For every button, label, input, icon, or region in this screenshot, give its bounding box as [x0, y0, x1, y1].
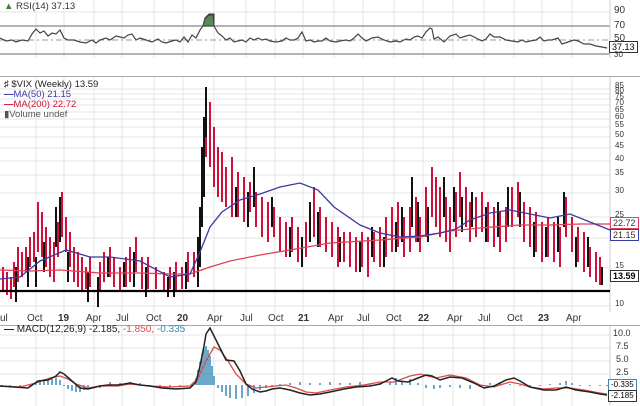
x-label-2019: 19: [58, 313, 70, 324]
macd-panel: — MACD(12,26,9) -2.185, -1.850, -0.335 1…: [0, 325, 640, 406]
x-label-2022: 22: [418, 313, 430, 324]
ma200-value-tag: 22.72: [610, 217, 639, 229]
rsi-tick-90: 90: [614, 5, 626, 16]
ma200-swatch-icon: —: [4, 99, 14, 110]
ma50-swatch-icon: —: [4, 89, 14, 100]
ma50-label: MA(50) 21.15: [13, 89, 72, 100]
rsi-tick-50: 50: [614, 33, 626, 44]
x-label-jul-2021: Jul: [357, 313, 370, 324]
x-label-apr-2020: Apr: [207, 313, 223, 324]
x-label-2021: 21: [298, 313, 310, 324]
macd-tick-7-5: 7.5: [616, 341, 629, 351]
macd-label: MACD(12,26,9): [16, 324, 87, 335]
rsi-label: RSI(14) 37.13: [16, 1, 76, 12]
y-tick-75: 75: [615, 92, 624, 101]
rsi-tick-30: 30: [614, 50, 623, 59]
volume-label: Volume undef: [9, 109, 68, 120]
y-tick-15: 15: [615, 261, 624, 270]
y-tick-25: 25: [615, 210, 624, 219]
x-axis: ul Oct 19 Apr Jul Oct 20 Apr Jul Oct 21 …: [0, 313, 610, 325]
rsi-value-tag: 37.13: [609, 41, 638, 53]
x-label-2023: 23: [538, 313, 550, 324]
y-tick-35: 35: [615, 168, 624, 177]
price-legend: ♯ $VIX (Weekly) 13.59 —MA(50) 21.15 —MA(…: [4, 80, 98, 120]
ma200-label: MA(200) 22.72: [13, 99, 77, 110]
rsi-tick-70: 70: [614, 20, 626, 31]
macd-swatch-icon: —: [4, 324, 14, 335]
macd-legend: — MACD(12,26,9) -2.185, -1.850, -0.335: [4, 325, 185, 335]
macd-tick-5: 5.0: [616, 354, 629, 364]
ma50-value-tag: 21.15: [610, 229, 639, 241]
x-label-oct-2019: Oct: [146, 313, 162, 324]
y-tick-45: 45: [615, 141, 624, 150]
y-tick-60: 60: [615, 112, 624, 121]
y-tick-55: 55: [615, 120, 624, 129]
x-label-jul-2018: ul: [0, 313, 8, 324]
x-label-2020: 20: [177, 313, 189, 324]
price-title: $VIX (Weekly) 13.59: [11, 79, 99, 90]
x-label-oct-2021: Oct: [386, 313, 402, 324]
x-label-apr-2021: Apr: [328, 313, 344, 324]
price-panel: ♯ $VIX (Weekly) 13.59 —MA(50) 21.15 —MA(…: [0, 76, 640, 312]
y-tick-10: 10: [615, 299, 624, 308]
y-tick-40: 40: [615, 154, 624, 163]
x-label-oct-2018: Oct: [27, 313, 43, 324]
price-value-tag: 13.59: [610, 270, 639, 282]
x-label-apr-2022: Apr: [447, 313, 463, 324]
x-label-jul-2022: Jul: [478, 313, 491, 324]
rsi-legend: ▲ RSI(14) 37.13: [4, 2, 75, 12]
y-tick-80: 80: [615, 86, 624, 95]
macd-value: -2.185,: [89, 324, 121, 335]
macd-hist-value: -0.335: [156, 324, 186, 335]
rsi-chart: [0, 0, 611, 58]
x-label-apr-2023: Apr: [566, 313, 582, 324]
macd-tick-2-5: 2.5: [616, 367, 629, 377]
rsi-panel: ▲ RSI(14) 37.13 90 70 50 37.13 30: [0, 0, 640, 59]
macd-tick-10: 10.0: [613, 328, 631, 338]
x-label-apr-2019: Apr: [86, 313, 102, 324]
y-tick-30: 30: [615, 186, 624, 195]
macd-chart: [0, 325, 640, 406]
candlestick-icon: ♯: [4, 79, 9, 90]
x-label-oct-2022: Oct: [507, 313, 523, 324]
macd-signal-value: -1.850,: [122, 324, 155, 335]
y-tick-50: 50: [615, 130, 624, 139]
x-label-jul-2020: Jul: [240, 313, 253, 324]
y-tick-85: 85: [615, 81, 624, 90]
volume-icon: ▮: [4, 109, 10, 120]
x-label-oct-2020: Oct: [268, 313, 284, 324]
y-tick-65: 65: [615, 105, 624, 114]
macd-value-tag: -2.185: [608, 390, 637, 402]
rsi-icon: ▲: [4, 1, 14, 12]
price-chart: [0, 76, 640, 312]
x-label-jul-2019: Jul: [116, 313, 129, 324]
y-tick-70: 70: [615, 98, 624, 107]
